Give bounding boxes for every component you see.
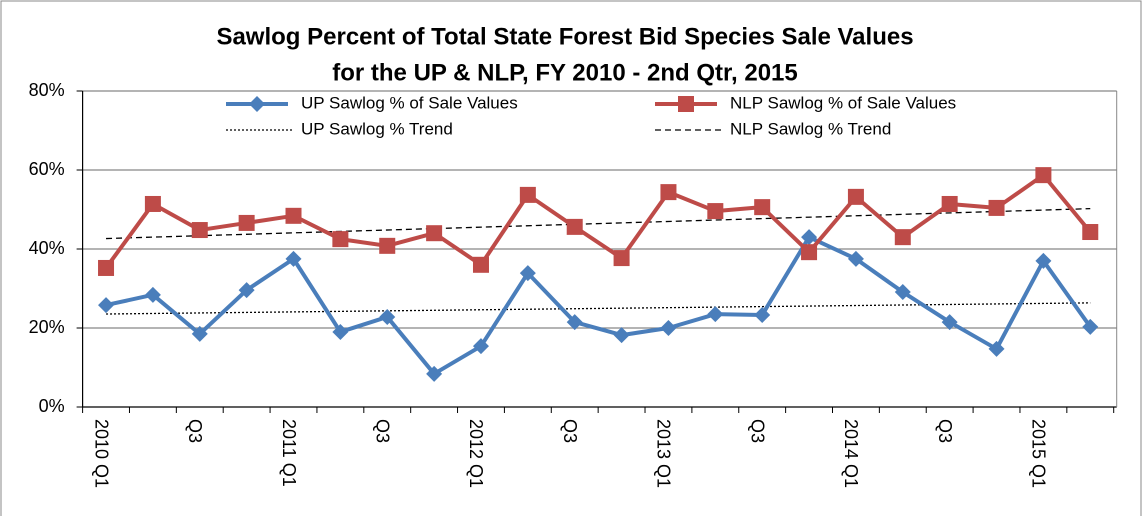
series-line <box>104 173 1092 270</box>
marker <box>144 286 161 303</box>
marker <box>941 314 958 331</box>
marker <box>801 229 818 246</box>
marker <box>249 96 265 112</box>
marker <box>847 188 864 205</box>
marker <box>238 214 255 231</box>
x-tick-label: Q3 <box>935 419 955 443</box>
chart-title: Sawlog Percent of Total State Forest Bid… <box>216 23 913 50</box>
legend-label: UP Sawlog % Trend <box>301 119 453 138</box>
marker <box>191 325 208 342</box>
marker <box>613 327 630 344</box>
y-tick-label: 0% <box>39 396 65 416</box>
marker <box>613 250 630 267</box>
x-tick-label: 2011 Q1 <box>279 419 299 487</box>
marker <box>98 259 115 276</box>
legend-label: NLP Sawlog % of Sale Values <box>730 93 956 112</box>
x-tick-label: 2013 Q1 <box>654 419 674 488</box>
marker <box>707 203 724 220</box>
legend-label: NLP Sawlog % Trend <box>730 119 891 138</box>
marker <box>285 250 302 267</box>
marker <box>426 225 443 242</box>
y-tick-label: 40% <box>29 238 65 258</box>
marker <box>238 282 255 299</box>
x-tick-label: 2015 Q1 <box>1029 419 1049 488</box>
marker <box>1035 252 1052 269</box>
marker <box>660 320 677 336</box>
x-tick-label: Q3 <box>372 419 392 443</box>
marker <box>1082 318 1099 335</box>
marker <box>519 186 536 203</box>
legend-label: UP Sawlog % of Sale Values <box>301 93 518 112</box>
x-tick-label: 2012 Q1 <box>466 419 486 488</box>
marker <box>988 199 1005 216</box>
marker <box>519 265 536 282</box>
y-tick-label: 60% <box>29 159 65 179</box>
marker <box>332 231 349 248</box>
marker <box>941 195 958 212</box>
marker <box>566 218 583 235</box>
marker <box>894 284 911 301</box>
marker <box>144 195 161 212</box>
marker <box>379 308 396 325</box>
marker <box>988 340 1005 357</box>
marker <box>379 237 396 254</box>
marker <box>332 323 349 340</box>
series-line <box>105 235 1092 376</box>
x-tick-label: Q3 <box>747 419 767 443</box>
marker <box>426 365 443 382</box>
trend-line <box>106 302 1091 315</box>
marker <box>566 314 583 331</box>
marker <box>472 256 489 273</box>
x-tick-label: Q3 <box>185 419 205 443</box>
x-tick-label: 2010 Q1 <box>91 419 111 488</box>
marker <box>754 199 771 216</box>
marker <box>1035 167 1052 184</box>
marker <box>285 207 302 224</box>
marker <box>660 184 677 201</box>
marker <box>707 306 724 323</box>
marker <box>472 338 489 355</box>
marker <box>894 229 911 246</box>
marker <box>754 306 771 323</box>
y-tick-label: 20% <box>29 317 65 337</box>
chart-title: for the UP & NLP, FY 2010 - 2nd Qtr, 201… <box>332 59 798 86</box>
marker <box>98 297 115 314</box>
x-tick-label: 2014 Q1 <box>841 419 861 488</box>
x-tick-label: Q3 <box>560 419 580 443</box>
marker <box>191 222 208 239</box>
y-tick-label: 80% <box>29 80 65 100</box>
marker <box>801 244 818 261</box>
marker <box>1082 224 1099 241</box>
trend-line <box>106 207 1091 240</box>
marker <box>847 250 864 267</box>
marker <box>678 96 694 112</box>
